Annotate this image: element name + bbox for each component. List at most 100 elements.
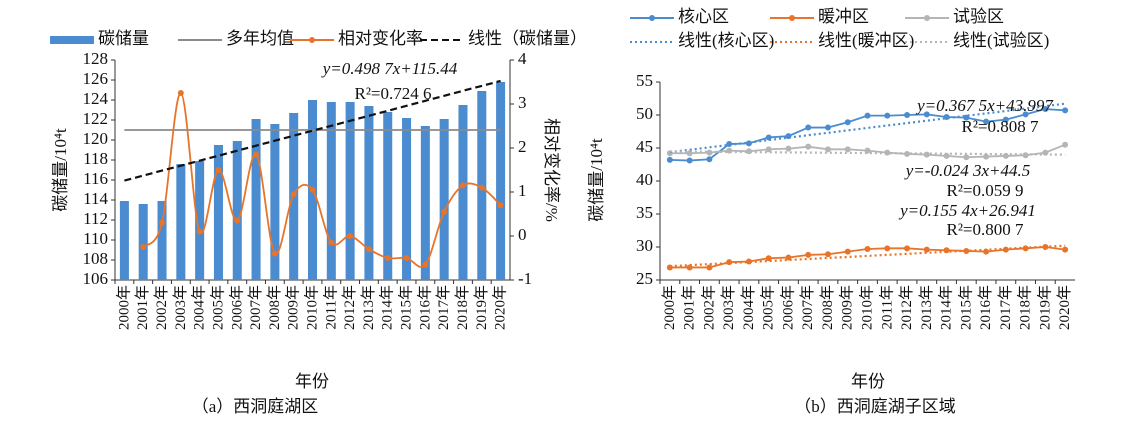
x-tick-label: 2015年	[957, 285, 974, 330]
point	[140, 244, 147, 250]
point	[844, 248, 851, 255]
series-line	[124, 79, 501, 182]
point	[904, 245, 911, 252]
y2-tick-label: 4	[518, 49, 527, 68]
series-line	[669, 244, 1066, 268]
point	[686, 157, 693, 164]
x-tick-label: 2011年	[878, 285, 895, 329]
x-tick-label: 2000年	[661, 285, 678, 330]
y-tick-label: 126	[83, 69, 109, 88]
legend-label: 核心区	[678, 7, 729, 26]
legend-label: 线性(试验区)	[953, 31, 1049, 50]
y-axis-title: 碳储量/10⁴t	[51, 128, 70, 212]
legend-marker	[309, 37, 315, 43]
x-tick-label: 2001年	[134, 285, 151, 330]
x-axis-title: 年份	[851, 372, 885, 391]
y-tick-label: 106	[83, 269, 109, 288]
x-tick-label: 2009年	[839, 285, 856, 330]
bar	[420, 126, 430, 280]
x-tick-label: 2017年	[435, 285, 452, 330]
legend-swatch	[50, 36, 94, 44]
legend-label: 碳储量	[98, 29, 149, 48]
point	[497, 202, 504, 209]
point	[459, 182, 466, 189]
point	[347, 233, 354, 239]
x-tick-label: 2015年	[398, 285, 415, 330]
y-tick-label: 35	[636, 203, 653, 222]
annotation: y=0.498 7x+115.44	[321, 59, 458, 78]
point	[765, 255, 772, 262]
point	[824, 146, 831, 153]
x-tick-label: 2009年	[285, 285, 302, 330]
bar	[496, 82, 506, 280]
x-tick-label: 2016年	[416, 285, 433, 330]
x-tick-label: 2005年	[760, 285, 777, 330]
point	[666, 156, 673, 163]
x-tick-label: 2004年	[740, 285, 757, 330]
point	[904, 112, 911, 118]
series-line	[142, 92, 502, 268]
x-tick-label: 2007年	[247, 285, 264, 330]
point	[824, 251, 831, 258]
point	[441, 208, 448, 215]
bar	[458, 105, 468, 280]
point	[805, 251, 812, 258]
x-tick-label: 2002年	[153, 285, 170, 330]
legend-label: 线性(核心区)	[678, 31, 774, 50]
legend-marker	[649, 15, 655, 21]
legend-label: 暖冲区	[818, 7, 869, 26]
bar	[195, 161, 205, 280]
point	[706, 264, 713, 271]
legend-label: 试验区	[953, 7, 1004, 26]
point	[384, 255, 391, 261]
y-tick-label: 128	[83, 49, 109, 68]
y-tick-label: 118	[83, 149, 108, 168]
x-tick-label: 2004年	[191, 285, 208, 330]
point	[1022, 111, 1029, 118]
x-tick-label: 2003年	[720, 285, 737, 330]
y-tick-label: 124	[83, 89, 109, 108]
x-tick-label: 2016年	[977, 285, 994, 330]
x-tick-label: 2014年	[938, 285, 955, 330]
y2-axis-title: 相对变化率/%	[542, 118, 561, 222]
point	[983, 153, 990, 160]
y-tick-label: 116	[83, 169, 108, 188]
legend-label: 线性(暖冲区)	[818, 31, 914, 50]
point	[478, 184, 485, 191]
point	[328, 239, 335, 246]
y-tick-label: 45	[636, 137, 653, 156]
bar	[251, 119, 261, 280]
point	[290, 191, 297, 198]
caption: （b）西洞庭湖子区域	[794, 397, 956, 416]
x-tick-label: 2019年	[473, 285, 490, 330]
x-tick-label: 2014年	[379, 285, 396, 330]
x-tick-label: 2010年	[859, 285, 876, 330]
bar	[364, 106, 374, 280]
point	[844, 119, 851, 126]
point	[805, 143, 812, 150]
point	[1002, 116, 1009, 123]
bar	[345, 102, 355, 280]
point	[422, 261, 429, 268]
bar	[270, 124, 280, 280]
point	[785, 145, 792, 152]
point	[884, 245, 891, 252]
legend-label: 相对变化率	[338, 29, 423, 48]
annotation: R²=0.808 7	[961, 117, 1039, 136]
bar	[439, 119, 449, 280]
x-tick-label: 2006年	[228, 285, 245, 330]
annotation: y=0.367 5x+43.997	[915, 96, 1054, 115]
point	[271, 250, 278, 257]
point	[365, 246, 372, 253]
y-tick-label: 110	[83, 229, 108, 248]
y2-tick-label: 2	[518, 137, 527, 156]
point	[1002, 152, 1009, 159]
point	[403, 255, 410, 261]
bar	[119, 201, 129, 280]
x-tick-label: 2010年	[304, 285, 321, 330]
y-tick-label: 50	[636, 104, 653, 123]
legend-marker	[924, 15, 930, 21]
point	[963, 154, 970, 161]
point	[923, 111, 930, 118]
